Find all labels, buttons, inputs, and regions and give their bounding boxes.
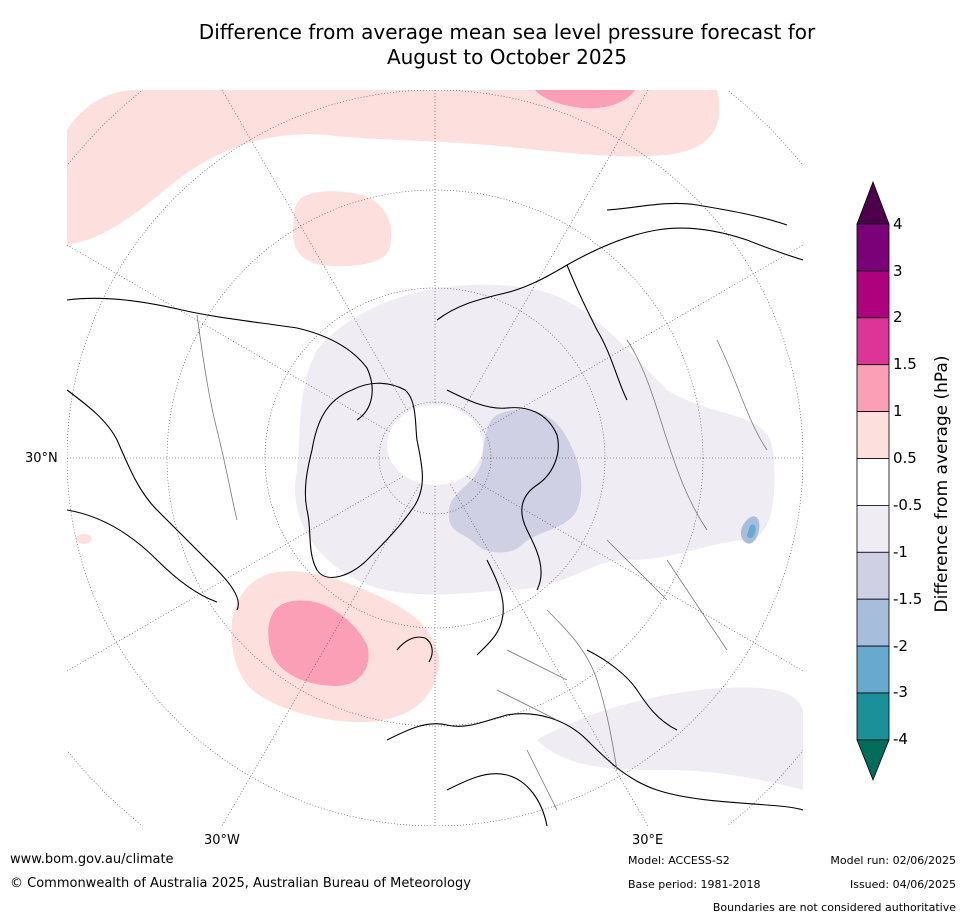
colorbar-swatch <box>856 223 890 272</box>
asia-low-region <box>537 687 803 790</box>
colorbar-tick: -4 <box>893 730 908 748</box>
colorbar-tick: -1 <box>893 543 908 561</box>
footer-model-run: Model run: 02/06/2025 <box>830 854 956 867</box>
colorbar-swatch <box>856 270 890 319</box>
title-line-1: Difference from average mean sea level p… <box>198 20 816 44</box>
footer-copyright: © Commonwealth of Australia 2025, Austra… <box>10 876 471 891</box>
colorbar-swatch <box>856 598 890 647</box>
colorbar-label: Difference from average (hPa) <box>932 355 952 613</box>
barents-kara-low-region <box>448 409 582 553</box>
colorbar-tick: 1.5 <box>893 355 917 373</box>
polar-anomaly-map <box>67 90 803 826</box>
colorbar-swatch <box>856 364 890 412</box>
colorbar-extend-bottom <box>856 739 890 781</box>
colorbar-swatch <box>856 458 890 506</box>
greenland-outline <box>304 382 423 578</box>
colorbar-tick: 2 <box>893 308 903 326</box>
colorbar-swatch <box>856 411 890 459</box>
lat-label-30n: 30°N <box>25 451 58 466</box>
north-pacific-high-region <box>67 90 720 245</box>
footer-issued: Issued: 04/06/2025 <box>849 878 956 891</box>
title-line-2: August to October 2025 <box>386 45 628 69</box>
pacific-small-high <box>76 534 92 544</box>
coastlines <box>67 202 803 826</box>
footer-base-period: Base period: 1981-2018 <box>628 878 761 891</box>
europe-high-patch <box>403 643 440 686</box>
lon-label-30w: 30°W <box>204 833 240 848</box>
country-borders <box>196 314 768 811</box>
north-pacific-high-patch <box>292 191 392 267</box>
colorbar-swatch <box>856 504 890 553</box>
siberia-low-spot-core <box>747 524 756 539</box>
footer-url[interactable]: www.bom.gov.au/climate <box>10 852 174 867</box>
footer-disclaimer: Boundaries are not considered authoritat… <box>712 901 956 914</box>
north-pacific-core-region <box>535 90 635 109</box>
colorbar-tick: 3 <box>893 262 903 280</box>
graticule <box>67 90 803 826</box>
colorbar-extend-top <box>856 180 890 225</box>
colorbar-tick: -3 <box>893 683 908 701</box>
colorbar-swatch <box>856 551 890 600</box>
colorbar-tick: 0.5 <box>893 449 917 467</box>
colorbar-swatch <box>856 692 890 741</box>
colorbar-swatch <box>856 317 890 366</box>
colorbar-swatch <box>856 645 890 694</box>
chart-title: Difference from average mean sea level p… <box>0 20 965 70</box>
colorbar-tick: -0.5 <box>893 496 923 514</box>
colorbar-tick: 1 <box>893 402 903 420</box>
lon-label-30e: 30°E <box>632 833 664 848</box>
pole-hole <box>387 405 483 485</box>
colorbar <box>856 180 890 781</box>
colorbar-tick: 4 <box>893 215 903 233</box>
colorbar-tick: -2 <box>893 637 908 655</box>
north-atlantic-core-region <box>268 600 369 686</box>
footer-model: Model: ACCESS-S2 <box>628 854 730 867</box>
colorbar-tick: -1.5 <box>893 590 923 608</box>
